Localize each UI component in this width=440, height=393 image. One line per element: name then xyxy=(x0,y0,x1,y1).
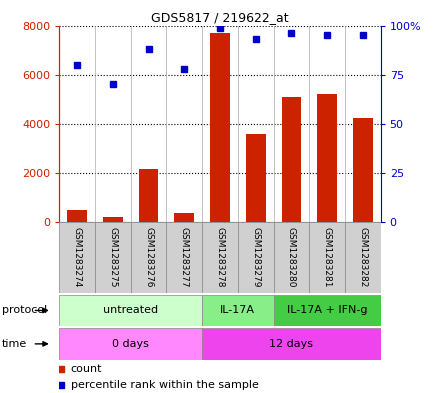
Text: GSM1283279: GSM1283279 xyxy=(251,227,260,288)
Text: GSM1283276: GSM1283276 xyxy=(144,227,153,288)
Text: IL-17A: IL-17A xyxy=(220,305,255,316)
Bar xyxy=(274,295,381,326)
Bar xyxy=(59,328,202,360)
Bar xyxy=(67,210,87,222)
Bar xyxy=(131,222,166,293)
Bar xyxy=(210,33,230,222)
Bar xyxy=(202,222,238,293)
Text: time: time xyxy=(2,339,27,349)
Bar xyxy=(238,222,274,293)
Bar xyxy=(175,213,194,222)
Text: 0 days: 0 days xyxy=(112,339,149,349)
Bar xyxy=(95,222,131,293)
Bar xyxy=(59,222,95,293)
Bar xyxy=(274,222,309,293)
Bar xyxy=(202,328,381,360)
Title: GDS5817 / 219622_at: GDS5817 / 219622_at xyxy=(151,11,289,24)
Bar xyxy=(317,94,337,222)
Text: GSM1283282: GSM1283282 xyxy=(358,227,367,288)
Bar xyxy=(309,222,345,293)
Text: IL-17A + IFN-g: IL-17A + IFN-g xyxy=(287,305,367,316)
Text: protocol: protocol xyxy=(2,305,48,316)
Bar xyxy=(345,222,381,293)
Text: GSM1283281: GSM1283281 xyxy=(323,227,332,288)
Text: count: count xyxy=(71,364,102,374)
Text: GSM1283274: GSM1283274 xyxy=(73,227,82,288)
Bar xyxy=(353,118,373,222)
Bar xyxy=(103,217,123,222)
Text: GSM1283275: GSM1283275 xyxy=(108,227,117,288)
Bar xyxy=(166,222,202,293)
Bar xyxy=(59,295,202,326)
Bar xyxy=(139,169,158,222)
Bar xyxy=(202,295,274,326)
Bar xyxy=(282,97,301,222)
Text: 12 days: 12 days xyxy=(269,339,313,349)
Text: GSM1283278: GSM1283278 xyxy=(216,227,224,288)
Bar xyxy=(246,134,265,222)
Text: untreated: untreated xyxy=(103,305,158,316)
Text: percentile rank within the sample: percentile rank within the sample xyxy=(71,380,259,390)
Text: GSM1283277: GSM1283277 xyxy=(180,227,189,288)
Text: GSM1283280: GSM1283280 xyxy=(287,227,296,288)
